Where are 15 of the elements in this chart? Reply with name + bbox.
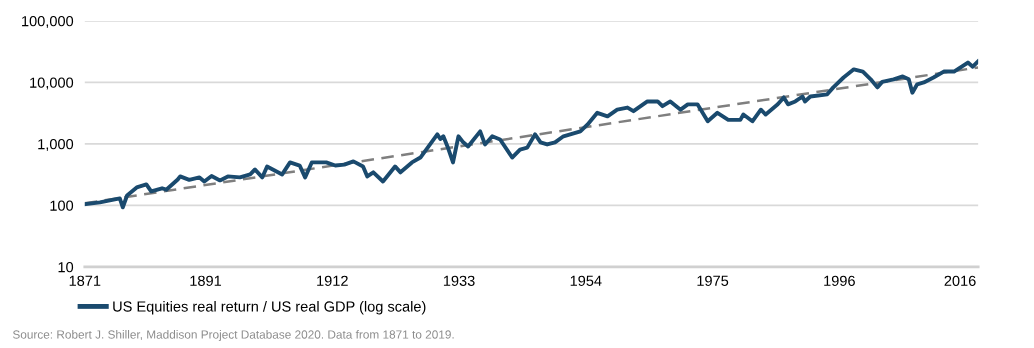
source-note: Source: Robert J. Shiller, Maddison Project Database 2020. Data from 1871 to 2019. — [12, 330, 454, 342]
x-tick-label: 1996 — [824, 275, 855, 286]
y-tick-label: 10,000 — [30, 77, 74, 90]
x-tick-label: 1954 — [570, 275, 602, 286]
y-tick-label: 100,000 — [22, 15, 74, 29]
y-tick-label: 100 — [50, 200, 74, 211]
x-tick-label: 1912 — [317, 275, 348, 286]
x-tick-label: 1933 — [443, 275, 475, 286]
y-tick-label: 1,000 — [38, 139, 74, 152]
x-tick-label: 1975 — [697, 275, 729, 286]
x-tick-label: 1871 — [69, 275, 101, 286]
x-tick-label: 1891 — [190, 275, 222, 286]
legend-label: US Equities real return / US real GDP (log scale) — [113, 300, 426, 315]
x-tick-label: 2016 — [944, 275, 976, 286]
y-tick-label: 10 — [58, 262, 74, 273]
